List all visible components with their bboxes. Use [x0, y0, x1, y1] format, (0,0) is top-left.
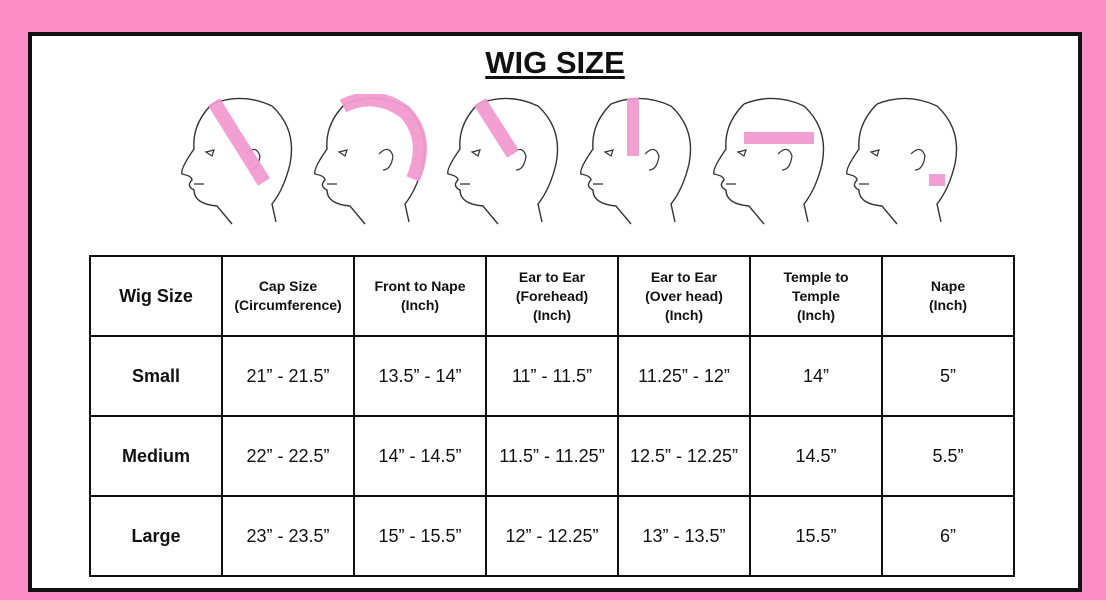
column-header-line: (Forehead): [515, 287, 589, 304]
table-row: Large 23” - 23.5” 15” - 15.5” 12” - 12.25” 1…: [89, 495, 1015, 577]
table-cell: 13.5” - 14”: [353, 335, 487, 417]
column-header: Front to Nape (Inch): [353, 255, 487, 337]
column-header-line: (Inch): [796, 306, 836, 323]
table-cell: 5.5”: [881, 415, 1015, 497]
table-cell: 21” - 21.5”: [221, 335, 355, 417]
table-cell: 11” - 11.5”: [485, 335, 619, 417]
head-measure-circumference-icon: [181, 97, 293, 225]
column-header-line: Ear to Ear: [650, 268, 718, 285]
table-row: Small 21” - 21.5” 13.5” - 14” 11” - 11.5” 11…: [89, 335, 1015, 417]
column-header: Ear to Ear (Forehead) (Inch): [485, 255, 619, 337]
column-header-line: Temple to: [783, 268, 849, 285]
column-header: Wig Size: [89, 255, 223, 337]
table-row: Medium 22” - 22.5” 14” - 14.5” 11.5” - 11.2…: [89, 415, 1015, 497]
column-header-line: Front to Nape: [374, 278, 466, 294]
column-header: Temple to Temple (Inch): [749, 255, 883, 337]
table-cell: 5”: [881, 335, 1015, 417]
table-cell: 14.5”: [749, 415, 883, 497]
table-cell: 6”: [881, 495, 1015, 577]
head-measure-ear-to-ear-overhead-icon: [580, 97, 692, 225]
header-row: Wig Size Cap Size (Circumference) Front to …: [89, 255, 1015, 337]
column-header-line: (Circumference): [234, 297, 342, 313]
column-header-line: Nape: [930, 278, 966, 294]
table-cell: 11.5” - 11.25”: [485, 415, 619, 497]
table-cell: 13” - 13.5”: [617, 495, 751, 577]
column-header-line: Temple: [792, 287, 840, 304]
chart-title: WIG SIZE: [485, 45, 625, 80]
column-header-line: (Over head): [645, 287, 723, 304]
size-chart-card: WIG SIZE Wig Size Cap Size (Circumference)…: [28, 32, 1082, 592]
column-header: Ear to Ear (Over head) (Inch): [617, 255, 751, 337]
table-cell: 14” - 14.5”: [353, 415, 487, 497]
measurement-diagrams: [181, 94, 958, 225]
head-measure-temple-to-temple-icon: [713, 97, 825, 225]
column-header: Nape (Inch): [881, 255, 1015, 337]
row-label: Small: [89, 335, 223, 417]
table-cell: 23” - 23.5”: [221, 495, 355, 577]
column-header-line: Wig Size: [119, 285, 193, 306]
column-header: Cap Size (Circumference): [221, 255, 355, 337]
row-label: Medium: [89, 415, 223, 497]
column-header-line: Cap Size: [258, 278, 318, 294]
table-cell: 22” - 22.5”: [221, 415, 355, 497]
column-header-line: (Inch): [928, 297, 968, 313]
column-header-line: (Inch): [532, 306, 572, 323]
table-cell: 14”: [749, 335, 883, 417]
table-cell: 15.5”: [749, 495, 883, 577]
size-table: Wig Size Cap Size (Circumference) Front to …: [89, 255, 1015, 577]
column-header-line: (Inch): [400, 297, 440, 313]
head-measure-nape-icon: [846, 97, 958, 225]
row-label: Large: [89, 495, 223, 577]
column-header-line: (Inch): [664, 306, 704, 323]
table-cell: 12.5” - 12.25”: [617, 415, 751, 497]
head-measure-ear-to-ear-forehead-icon: [447, 97, 559, 225]
column-header-line: Ear to Ear: [518, 268, 586, 285]
table-cell: 11.25” - 12”: [617, 335, 751, 417]
table-cell: 15” - 15.5”: [353, 495, 487, 577]
head-measure-front-to-nape-icon: [314, 94, 427, 225]
table-cell: 12” - 12.25”: [485, 495, 619, 577]
